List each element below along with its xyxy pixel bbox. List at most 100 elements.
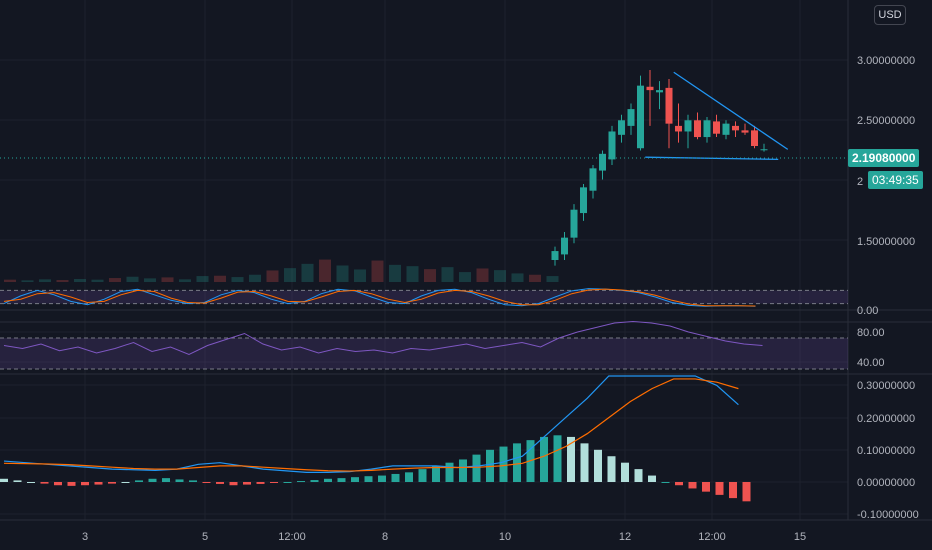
rsi-tick: 40.00	[857, 357, 885, 369]
candle-body	[656, 90, 663, 93]
time-tick: 12:00	[278, 531, 306, 543]
volume-bar	[4, 279, 16, 282]
volume-bar	[39, 279, 51, 282]
macd-histogram-bar	[364, 476, 373, 482]
candle-body	[713, 121, 720, 134]
price-tick: 2.50000000	[857, 115, 915, 127]
time-tick: 12:00	[698, 531, 726, 543]
macd-histogram-bar	[243, 482, 251, 485]
macd-histogram-bar	[27, 482, 35, 483]
volume-bar	[126, 276, 139, 282]
macd-histogram-bar	[216, 482, 224, 484]
volume-bar	[284, 268, 296, 282]
rsi-line	[3, 320, 763, 356]
candle-body	[741, 130, 749, 133]
volume-bar	[406, 266, 419, 282]
volume-bar	[546, 276, 559, 282]
volume-bar	[319, 259, 331, 282]
trendline	[673, 71, 789, 150]
macd-histogram-bar	[580, 443, 589, 482]
volume-bar	[74, 279, 86, 282]
macd-histogram-bar	[742, 482, 751, 502]
macd-histogram-bar	[135, 480, 143, 482]
macd-histogram-bar	[378, 475, 386, 482]
macd-histogram-bar	[715, 482, 724, 495]
macd-histogram-bar	[108, 482, 116, 484]
volume-bar	[21, 280, 34, 282]
macd-histogram-bar	[40, 482, 49, 484]
volume-bar	[249, 274, 261, 282]
countdown-label: 03:49:35	[872, 173, 919, 187]
macd-histogram-bar	[621, 462, 629, 482]
macd-histogram-bar	[607, 456, 616, 482]
macd-histogram-bar	[324, 478, 332, 482]
candle-body	[751, 130, 758, 146]
price-tick: 3.00000000	[857, 55, 915, 67]
candle-body	[694, 120, 701, 138]
macd-histogram-bar	[540, 436, 548, 482]
volume-bar	[459, 272, 471, 282]
signal-line	[3, 378, 739, 472]
volume-bar	[441, 267, 454, 282]
macd-histogram-bar	[337, 478, 346, 482]
macd-histogram-bar	[445, 462, 454, 482]
time-tick: 3	[82, 531, 88, 543]
currency-label: USD	[878, 9, 902, 21]
macd-tick: 0.30000000	[857, 380, 915, 392]
macd-histogram-bar	[202, 482, 211, 483]
candle-body	[684, 120, 692, 132]
candle-body	[599, 153, 606, 171]
candle-body	[646, 86, 654, 91]
macd-histogram-bar	[189, 480, 197, 482]
volume-bar	[494, 270, 506, 282]
macd-histogram-bar	[175, 479, 184, 482]
macd-histogram-bar	[432, 465, 440, 482]
candle-body	[627, 109, 635, 126]
macd-histogram-bar	[256, 482, 265, 484]
candle-body	[637, 85, 644, 149]
macd-histogram-bar	[459, 459, 467, 482]
volume-bar	[266, 270, 279, 282]
macd-histogram-bar	[94, 482, 103, 485]
volume-bar	[389, 264, 401, 282]
macd-histogram-bar	[229, 482, 238, 486]
stoch-tick: 0.00	[857, 305, 878, 317]
macd-histogram-bar	[283, 482, 292, 483]
volume-bar	[179, 279, 191, 282]
macd-histogram-bar	[553, 435, 562, 482]
macd-histogram-bar	[54, 482, 62, 486]
volume-bar	[196, 276, 209, 282]
macd-histogram-bar	[486, 449, 494, 482]
macd-tick: 0.20000000	[857, 413, 915, 425]
macd-histogram-bar	[121, 482, 130, 483]
macd-tick: 0.00000000	[857, 477, 915, 489]
volume-bar	[529, 274, 541, 282]
macd-histogram-bar	[270, 482, 278, 483]
macd-histogram-bar	[81, 482, 89, 486]
candle-body	[732, 125, 739, 131]
macd-histogram-bar	[648, 475, 656, 482]
trendline	[645, 156, 779, 161]
volume-bar	[336, 265, 349, 282]
macd-line	[3, 375, 739, 473]
time-tick: 15	[794, 531, 806, 543]
candle-body	[618, 120, 625, 135]
volume-bar	[91, 279, 104, 282]
macd-histogram-bar	[148, 478, 157, 482]
macd-histogram-bar	[567, 436, 575, 482]
macd-histogram-bar	[162, 478, 170, 482]
volume-bar	[214, 275, 226, 282]
volume-bar	[161, 277, 174, 282]
macd-histogram-bar	[729, 482, 737, 499]
volume-bar	[301, 263, 314, 282]
macd-histogram-bar	[499, 446, 508, 482]
currency-button[interactable]: USD	[874, 5, 906, 25]
candle-body	[608, 131, 616, 160]
time-tick: 10	[499, 531, 511, 543]
macd-histogram-bar	[688, 482, 697, 489]
volume-bar	[424, 269, 436, 282]
macd-histogram-bar	[472, 454, 481, 482]
volume-bar	[511, 273, 524, 282]
stoch-band	[0, 290, 848, 304]
